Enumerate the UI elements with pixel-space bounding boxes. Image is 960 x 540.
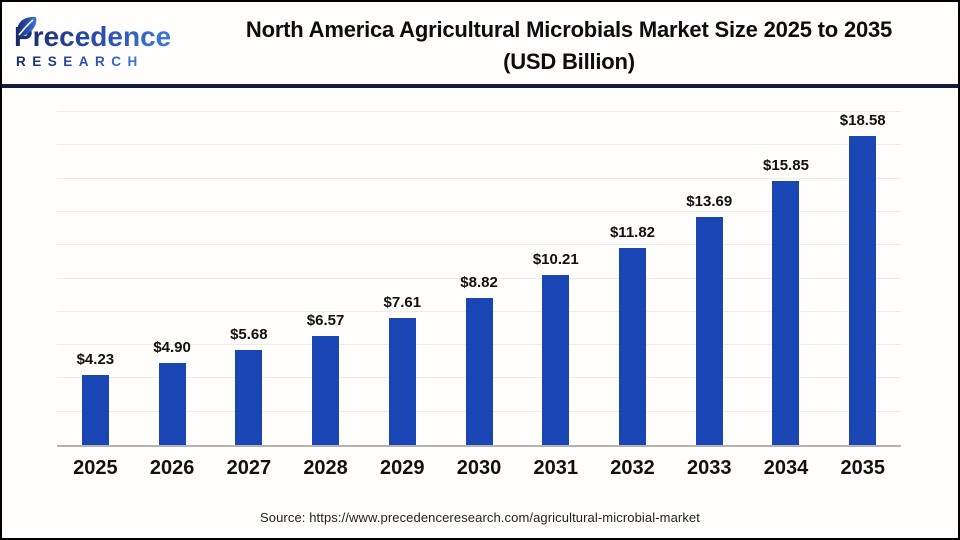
x-axis-label: 2033: [686, 457, 732, 479]
x-axis: 2025 2026 2027 2028 2029 2030 2031 2032 2033 2034…: [57, 447, 901, 480]
leaf-vein: [18, 19, 34, 36]
gridline: [57, 244, 901, 246]
bar-chart: $4.23 $4.90 $5.68 $6.57 $7.61 $8.82 $10.21 $11.…: [57, 111, 901, 480]
precedence-logo: Precedence RESEARCH: [2, 10, 180, 79]
bar-value-label: $4.23: [76, 350, 115, 368]
gridline: [57, 177, 901, 179]
gridline: [57, 277, 901, 279]
x-axis-label: 2026: [149, 457, 195, 479]
bar-value-label: $6.57: [306, 311, 345, 329]
x-axis-label: 2027: [226, 457, 272, 479]
header-divider: [2, 84, 958, 88]
gridline: [57, 144, 901, 146]
chart-title-line2: (USD Billion): [503, 48, 635, 74]
bars-container: $4.23 $4.90 $5.68 $6.57 $7.61 $8.82 $10.21 $11.…: [57, 112, 901, 445]
bar-slot: $6.57: [287, 112, 364, 445]
plot-area: $4.23 $4.90 $5.68 $6.57 $7.61 $8.82 $10.21 $11.…: [57, 111, 901, 447]
x-axis-label: 2030: [456, 457, 502, 479]
gridline: [57, 210, 901, 212]
bar: [235, 350, 263, 445]
page-title: North America Agricultural Microbials Ma…: [180, 10, 958, 78]
bar-slot: $7.61: [364, 112, 441, 445]
x-axis-label: 2035: [840, 457, 885, 479]
bar-slot: $5.68: [210, 112, 287, 445]
x-axis-label: 2032: [610, 457, 655, 479]
bar-value-label: $8.82: [460, 274, 498, 292]
bar: [849, 136, 877, 445]
x-axis-label: 2029: [380, 457, 425, 479]
precedence-logo-graphic: Precedence RESEARCH: [14, 16, 171, 69]
bar: [542, 275, 570, 445]
bar: [695, 217, 723, 445]
bar-slot: $4.90: [134, 112, 211, 445]
source-text: Source: https://www.precedenceresearch.c…: [260, 510, 700, 525]
bar-slot: $8.82: [441, 112, 518, 445]
bar: [81, 374, 109, 445]
bar-slot: $15.85: [748, 112, 825, 445]
footer: Source: https://www.precedenceresearch.c…: [2, 510, 958, 525]
bar-value-label: $11.82: [609, 224, 656, 242]
bar: [772, 181, 800, 445]
bar-slot: $11.82: [594, 112, 671, 445]
bar-slot: $18.58: [824, 112, 901, 445]
x-axis-label: 2025: [73, 457, 118, 479]
bar-value-label: $10.21: [532, 251, 579, 269]
bar: [388, 318, 416, 445]
bar: [312, 335, 340, 445]
logo-sub-text: RESEARCH: [16, 54, 144, 69]
x-axis-label: 2034: [763, 457, 809, 479]
gridline: [57, 111, 901, 112]
bar-slot: $4.23: [57, 112, 134, 445]
chart-title-line1: North America Agricultural Microbials Ma…: [245, 17, 893, 42]
bar-value-label: $13.69: [686, 193, 733, 211]
bar-value-label: $4.90: [153, 339, 191, 357]
bar-value-label: $18.58: [839, 112, 886, 129]
logo-brand-text: Precedence: [14, 21, 171, 52]
x-axis-label: 2028: [303, 457, 348, 479]
bar: [158, 363, 186, 445]
x-axis-label: 2031: [533, 457, 579, 479]
bar-slot: $13.69: [671, 112, 748, 445]
bar: [619, 248, 646, 445]
bar: [465, 298, 493, 445]
bar-slot: $10.21: [517, 112, 594, 445]
bar-value-label: $5.68: [230, 326, 268, 344]
bar-value-label: $15.85: [763, 157, 809, 175]
header: Precedence RESEARCH North America Agricu…: [2, 2, 958, 84]
bar-value-label: $7.61: [383, 294, 422, 312]
